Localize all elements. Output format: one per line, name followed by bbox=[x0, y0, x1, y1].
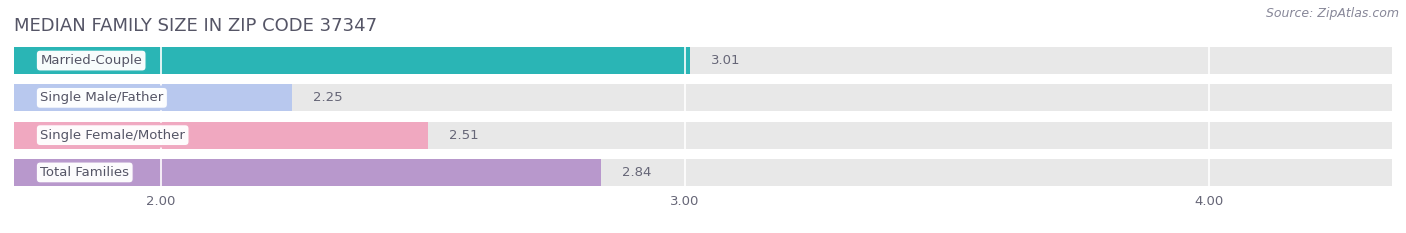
Bar bbox=[14, 84, 1392, 111]
Bar bbox=[14, 122, 427, 149]
Text: Total Families: Total Families bbox=[41, 166, 129, 179]
Text: 2.25: 2.25 bbox=[312, 91, 342, 104]
Text: 2.84: 2.84 bbox=[621, 166, 651, 179]
Text: MEDIAN FAMILY SIZE IN ZIP CODE 37347: MEDIAN FAMILY SIZE IN ZIP CODE 37347 bbox=[14, 17, 377, 35]
Bar bbox=[14, 159, 600, 186]
Bar bbox=[14, 84, 291, 111]
Text: Married-Couple: Married-Couple bbox=[41, 54, 142, 67]
Bar bbox=[14, 47, 690, 74]
Text: 3.01: 3.01 bbox=[711, 54, 741, 67]
Bar bbox=[14, 122, 1392, 149]
Text: Single Female/Mother: Single Female/Mother bbox=[41, 129, 186, 142]
Bar bbox=[14, 159, 1392, 186]
Text: Source: ZipAtlas.com: Source: ZipAtlas.com bbox=[1265, 7, 1399, 20]
Text: Single Male/Father: Single Male/Father bbox=[41, 91, 163, 104]
Text: 2.51: 2.51 bbox=[449, 129, 478, 142]
Bar bbox=[14, 47, 1392, 74]
